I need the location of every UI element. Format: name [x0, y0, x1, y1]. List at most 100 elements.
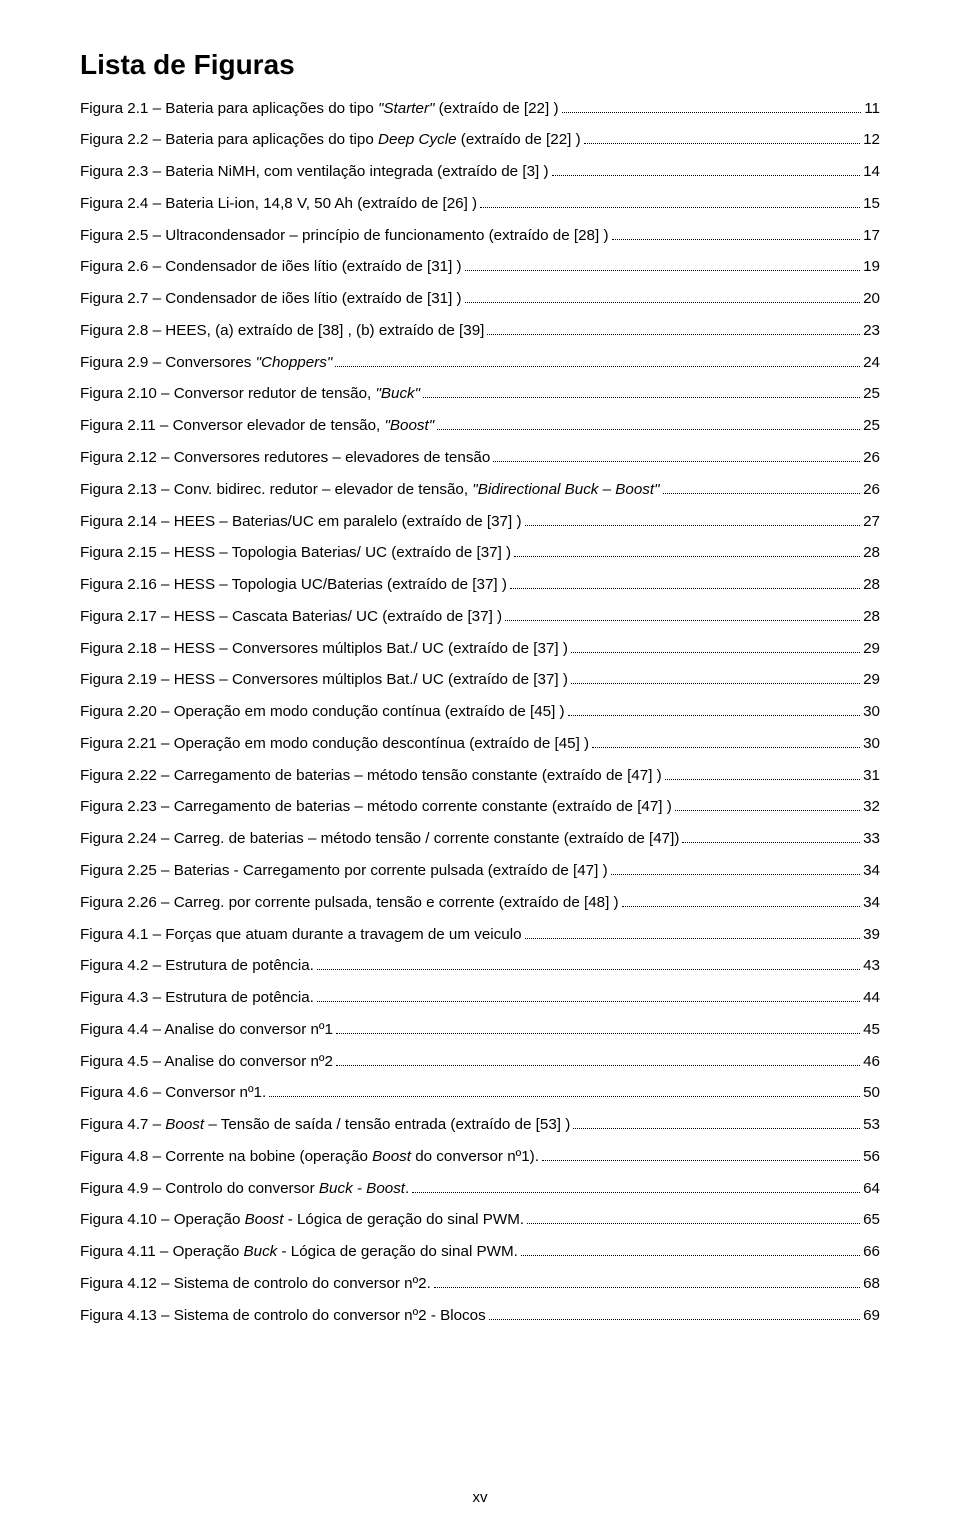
leader-dots: [412, 1192, 860, 1193]
figure-entry: Figura 4.13 – Sistema de controlo do con…: [80, 1307, 880, 1324]
figure-entry: Figura 4.1 – Forças que atuam durante a …: [80, 926, 880, 943]
figure-entry-page: 26: [863, 449, 880, 466]
figure-entry-page: 23: [863, 322, 880, 339]
figure-entry-label: Figura 4.3 – Estrutura de potência.: [80, 989, 314, 1006]
figure-entry-page: 43: [863, 957, 880, 974]
leader-dots: [622, 906, 860, 907]
figure-entry: Figura 2.1 – Bateria para aplicações do …: [80, 100, 880, 117]
figure-entry-label: Figura 4.10 – Operação Boost - Lógica de…: [80, 1211, 524, 1228]
leader-dots: [465, 270, 860, 271]
figure-entry: Figura 2.22 – Carregamento de baterias –…: [80, 767, 880, 784]
figure-entry-label: Figura 2.21 – Operação em modo condução …: [80, 735, 589, 752]
figure-entry-text-pre: Figura 2.17 – HESS – Cascata Baterias/ U…: [80, 608, 502, 625]
figure-entry-label: Figura 2.15 – HESS – Topologia Baterias/…: [80, 544, 511, 561]
leader-dots: [437, 429, 860, 430]
figure-entry-label: Figura 2.19 – HESS – Conversores múltipl…: [80, 671, 568, 688]
figure-entry-text-pre: Figura 2.18 – HESS – Conversores múltipl…: [80, 640, 568, 657]
figure-entry-page: 65: [863, 1211, 880, 1228]
figure-entry-label: Figura 2.22 – Carregamento de baterias –…: [80, 767, 662, 784]
leader-dots: [317, 969, 860, 970]
figure-entry-text-pre: Figura 4.6 – Conversor nº1.: [80, 1084, 266, 1101]
figure-entry-text-post: – Tensão de saída / tensão entrada (extr…: [204, 1116, 570, 1133]
leader-dots: [612, 239, 861, 240]
figure-entry-label: Figura 4.1 – Forças que atuam durante a …: [80, 926, 522, 943]
figure-entry-text-pre: Figura 2.14 – HEES – Baterias/UC em para…: [80, 513, 522, 530]
figure-entry-text-pre: Figura 4.4 – Analise do conversor nº1: [80, 1021, 333, 1038]
figure-entry-text-pre: Figura 2.15 – HESS – Topologia Baterias/…: [80, 544, 511, 561]
figure-entry-page: 34: [863, 862, 880, 879]
figure-entry-label: Figura 2.6 – Condensador de iões lítio (…: [80, 258, 462, 275]
figure-entry-page: 25: [863, 417, 880, 434]
figure-entry-text-pre: Figura 2.19 – HESS – Conversores múltipl…: [80, 671, 568, 688]
figure-entry-text-pre: Figura 4.8 – Corrente na bobine (operaçã…: [80, 1148, 372, 1165]
figure-entry-text-pre: Figura 4.3 – Estrutura de potência.: [80, 989, 314, 1006]
figure-entry: Figura 4.6 – Conversor nº1.50: [80, 1084, 880, 1101]
figure-list: Figura 2.1 – Bateria para aplicações do …: [80, 100, 880, 1325]
leader-dots: [510, 588, 860, 589]
figure-entry: Figura 2.19 – HESS – Conversores múltipl…: [80, 671, 880, 688]
figure-entry-text-italic: "Choppers": [256, 354, 333, 371]
figure-entry-label: Figura 2.7 – Condensador de iões lítio (…: [80, 290, 462, 307]
leader-dots: [335, 366, 860, 367]
leader-dots: [665, 779, 860, 780]
figure-entry: Figura 2.6 – Condensador de iões lítio (…: [80, 258, 880, 275]
figure-entry: Figura 4.5 – Analise do conversor nº246: [80, 1053, 880, 1070]
figure-entry-text-italic: Boost: [372, 1148, 411, 1165]
figure-entry-label: Figura 2.13 – Conv. bidirec. redutor – e…: [80, 481, 660, 498]
leader-dots: [465, 302, 860, 303]
figure-entry-label: Figura 2.3 – Bateria NiMH, com ventilaçã…: [80, 163, 549, 180]
leader-dots: [487, 334, 860, 335]
figure-entry: Figura 2.17 – HESS – Cascata Baterias/ U…: [80, 608, 880, 625]
figure-entry: Figura 2.7 – Condensador de iões lítio (…: [80, 290, 880, 307]
figure-entry: Figura 2.12 – Conversores redutores – el…: [80, 449, 880, 466]
figure-entry-label: Figura 2.1 – Bateria para aplicações do …: [80, 100, 559, 117]
figure-entry: Figura 2.9 – Conversores "Choppers" 24: [80, 354, 880, 371]
figure-entry: Figura 4.4 – Analise do conversor nº145: [80, 1021, 880, 1038]
figure-entry-text-post: do conversor nº1).: [411, 1148, 539, 1165]
figure-entry-text-pre: Figura 2.11 – Conversor elevador de tens…: [80, 417, 385, 434]
figure-entry-text-pre: Figura 4.9 – Controlo do conversor: [80, 1180, 319, 1197]
figure-entry: Figura 2.14 – HEES – Baterias/UC em para…: [80, 513, 880, 530]
figure-entry-text-pre: Figura 4.12 – Sistema de controlo do con…: [80, 1275, 431, 1292]
leader-dots: [571, 652, 860, 653]
figure-entry: Figura 2.15 – HESS – Topologia Baterias/…: [80, 544, 880, 561]
page-title: Lista de Figuras: [80, 48, 880, 82]
figure-entry-page: 56: [863, 1148, 880, 1165]
figure-entry: Figura 2.25 – Baterias - Carregamento po…: [80, 862, 880, 879]
figure-entry: Figura 4.2 – Estrutura de potência. 43: [80, 957, 880, 974]
figure-entry-text-pre: Figura 4.2 – Estrutura de potência.: [80, 957, 314, 974]
leader-dots: [525, 938, 861, 939]
figure-entry-page: 28: [863, 544, 880, 561]
figure-entry-text-pre: Figura 2.1 – Bateria para aplicações do …: [80, 100, 378, 117]
figure-entry-label: Figura 2.2 – Bateria para aplicações do …: [80, 131, 581, 148]
figure-entry-text-pre: Figura 2.9 – Conversores: [80, 354, 256, 371]
figure-entry-label: Figura 2.16 – HESS – Topologia UC/Bateri…: [80, 576, 507, 593]
figure-entry-page: 30: [863, 703, 880, 720]
figure-entry-page: 53: [863, 1116, 880, 1133]
figure-entry-text-italic: "Buck": [375, 385, 420, 402]
leader-dots: [480, 207, 860, 208]
figure-entry-text-pre: Figura 4.11 – Operação: [80, 1243, 244, 1260]
leader-dots: [527, 1223, 860, 1224]
figure-entry-page: 39: [863, 926, 880, 943]
figure-entry-label: Figura 4.2 – Estrutura de potência.: [80, 957, 314, 974]
figure-entry: Figura 2.10 – Conversor redutor de tensã…: [80, 385, 880, 402]
figure-entry: Figura 2.23 – Carregamento de baterias –…: [80, 798, 880, 815]
figure-entry-label: Figura 4.6 – Conversor nº1.: [80, 1084, 266, 1101]
figure-entry-text-italic: Boost: [165, 1116, 204, 1133]
figure-entry-label: Figura 4.8 – Corrente na bobine (operaçã…: [80, 1148, 539, 1165]
figure-entry-page: 33: [863, 830, 880, 847]
figure-entry-page: 30: [863, 735, 880, 752]
figure-entry: Figura 4.3 – Estrutura de potência.44: [80, 989, 880, 1006]
figure-entry-label: Figura 2.24 – Carreg. de baterias – méto…: [80, 830, 679, 847]
figure-entry-page: 17: [863, 227, 880, 244]
leader-dots: [514, 556, 860, 557]
figure-entry-text-pre: Figura 2.26 – Carreg. por corrente pulsa…: [80, 894, 619, 911]
figure-entry-page: 28: [863, 576, 880, 593]
figure-entry-page: 11: [864, 100, 880, 117]
figure-entry-label: Figura 4.13 – Sistema de controlo do con…: [80, 1307, 486, 1324]
leader-dots: [573, 1128, 860, 1129]
leader-dots: [675, 810, 860, 811]
leader-dots: [562, 112, 862, 113]
figure-entry-page: 24: [863, 354, 880, 371]
